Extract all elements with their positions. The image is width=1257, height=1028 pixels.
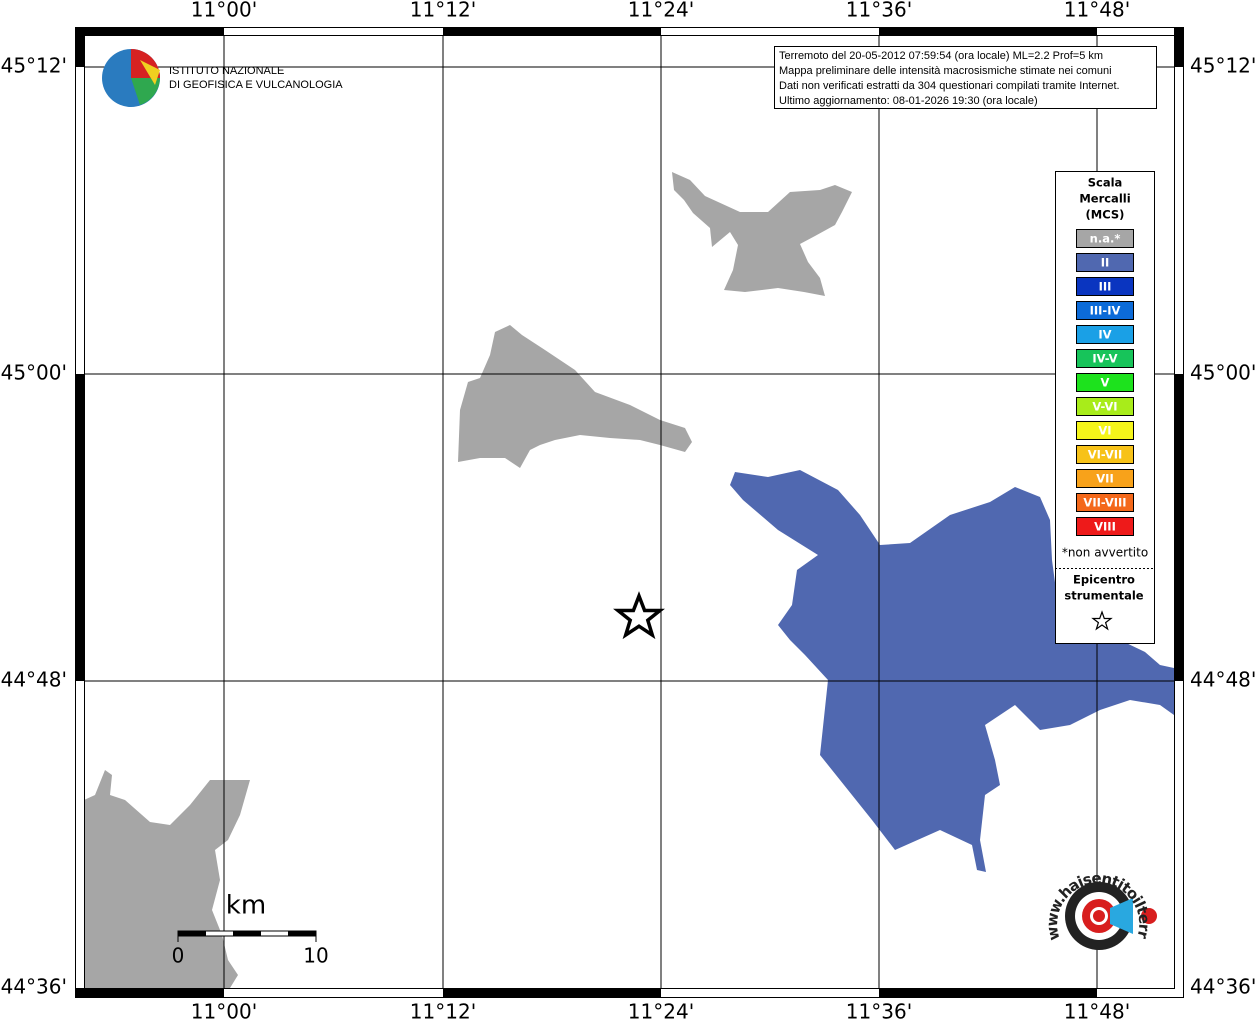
legend-note: *non avvertito: [1062, 546, 1148, 560]
map-frame: [75, 27, 1184, 998]
legend-swatch: [1076, 373, 1134, 392]
legend-epicenter: strumentale: [1064, 589, 1143, 603]
municipality-area: [458, 325, 692, 468]
scale-unit: km: [226, 891, 266, 921]
epicenter-star: [613, 591, 665, 640]
ingv-logo: ISTITUTO NAZIONALE DI GEOFISICA E VULCAN…: [102, 49, 343, 107]
lon-label: 11°00': [191, 0, 257, 22]
legend-swatch: [1076, 517, 1134, 536]
info-line: Terremoto del 20-05-2012 07:59:54 (ora l…: [779, 50, 1103, 62]
legend-label: V: [1101, 376, 1110, 390]
municipality-area: [672, 172, 852, 296]
legend-swatch: [1076, 445, 1134, 464]
legend-label: VI-VII: [1088, 448, 1123, 462]
lon-label: 11°24': [628, 1000, 694, 1024]
municipality-area: [84, 770, 250, 988]
info-line: Dati non verificati estratti da 304 ques…: [779, 80, 1120, 92]
legend-swatch: [1076, 301, 1134, 320]
legend-label: IV-V: [1092, 352, 1117, 366]
lon-label: 11°12': [410, 1000, 476, 1024]
legend-label: n.a.*: [1090, 232, 1121, 246]
scale-label: 0: [172, 944, 185, 968]
lon-label: 11°24': [628, 0, 694, 22]
lat-label: 44°48': [1190, 668, 1256, 692]
lon-label: 11°36': [846, 0, 912, 22]
lon-label: 11°12': [410, 0, 476, 22]
logo-text: ISTITUTO NAZIONALE: [169, 65, 284, 77]
legend-label: IV: [1098, 328, 1111, 342]
legend-swatch: [1076, 229, 1134, 248]
scale-label: 10: [303, 944, 328, 968]
legend-label: II: [1101, 256, 1110, 270]
legend-label: VII: [1096, 472, 1113, 486]
legend-star: [1091, 610, 1113, 631]
legend-swatch: [1076, 493, 1134, 512]
legend-label: VIII: [1094, 520, 1116, 534]
lat-label: 45°12': [1190, 54, 1256, 78]
legend-swatch: [1076, 421, 1134, 440]
info-line: Ultimo aggiornamento: 08-01-2026 19:30 (…: [779, 95, 1038, 107]
legend-label: V-VI: [1092, 400, 1117, 414]
legend-swatch: [1076, 253, 1134, 272]
legend-title: (MCS): [1086, 208, 1125, 222]
legend-label: VI: [1098, 424, 1111, 438]
info-line: Mappa preliminare delle intensità macros…: [779, 65, 1112, 77]
lon-label: 11°48': [1064, 1000, 1130, 1024]
legend-swatch: [1076, 349, 1134, 368]
legend-swatch: [1076, 325, 1134, 344]
info-box: [774, 46, 1157, 109]
legend-swatch: [1076, 469, 1134, 488]
logo-text: DI GEOFISICA E VULCANOLOGIA: [169, 79, 343, 91]
legend-label: III-IV: [1090, 304, 1121, 318]
lat-label: 44°48': [1, 668, 67, 692]
municipality-area: [730, 470, 1174, 872]
legend-swatch: [1076, 397, 1134, 416]
lon-label: 11°36': [846, 1000, 912, 1024]
legend-swatch: [1076, 277, 1134, 296]
legend: ScalaMercalli(MCS)n.a.*IIIIIIII-IVIVIV-V…: [1076, 176, 1134, 536]
lat-label: 45°00': [1, 361, 67, 385]
info-lines: Terremoto del 20-05-2012 07:59:54 (ora l…: [779, 50, 1120, 107]
scale-bar: km 0 10: [172, 891, 329, 968]
lat-label: 44°36': [1190, 975, 1256, 999]
lat-label: 45°12': [1, 54, 67, 78]
legend-epicenter: Epicentro: [1073, 573, 1135, 587]
legend-title: Mercalli: [1079, 192, 1130, 206]
legend-label: VII-VIII: [1083, 496, 1126, 510]
legend-label: III: [1099, 280, 1112, 294]
lon-label: 11°00': [191, 1000, 257, 1024]
lat-label: 45°00': [1190, 361, 1256, 385]
lon-label: 11°48': [1064, 0, 1130, 22]
lat-label: 44°36': [1, 975, 67, 999]
legend-title: Scala: [1088, 176, 1123, 190]
